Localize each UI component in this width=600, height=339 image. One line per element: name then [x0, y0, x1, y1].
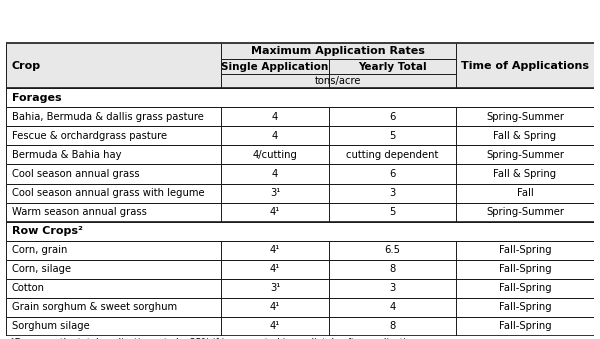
Text: 3¹: 3¹ — [270, 283, 280, 293]
Text: Yearly Total: Yearly Total — [358, 62, 427, 72]
Text: 4¹: 4¹ — [270, 207, 280, 217]
Text: Fall & Spring: Fall & Spring — [493, 131, 556, 141]
Text: Crop: Crop — [12, 61, 41, 71]
Text: Warm season annual grass: Warm season annual grass — [12, 207, 147, 217]
Text: Corn, grain: Corn, grain — [12, 245, 67, 255]
Text: Fescue & orchardgrass pasture: Fescue & orchardgrass pasture — [12, 131, 167, 141]
Text: 6: 6 — [389, 169, 396, 179]
Text: Cotton: Cotton — [12, 283, 45, 293]
Bar — [6, 202, 594, 221]
Bar — [6, 43, 594, 88]
Text: 4: 4 — [389, 302, 396, 312]
Bar — [6, 298, 594, 317]
Text: Bahia, Bermuda & dallis grass pasture: Bahia, Bermuda & dallis grass pasture — [12, 112, 204, 122]
Bar — [6, 279, 594, 298]
Text: Fall & Spring: Fall & Spring — [493, 169, 556, 179]
Text: Bermuda & Bahia hay: Bermuda & Bahia hay — [12, 150, 121, 160]
Text: Fall-Spring: Fall-Spring — [499, 264, 551, 274]
Text: Fall-Spring: Fall-Spring — [499, 245, 551, 255]
Text: Grain sorghum & sweet sorghum: Grain sorghum & sweet sorghum — [12, 302, 177, 312]
Text: 4: 4 — [272, 131, 278, 141]
Text: 4: 4 — [272, 169, 278, 179]
Text: Spring-Summer: Spring-Summer — [486, 207, 564, 217]
Text: Forages: Forages — [12, 93, 62, 103]
Text: 4¹: 4¹ — [270, 302, 280, 312]
Text: Fall-Spring: Fall-Spring — [499, 283, 551, 293]
Text: 4¹: 4¹ — [270, 264, 280, 274]
Text: 5: 5 — [389, 207, 396, 217]
Text: Row Crops²: Row Crops² — [12, 226, 83, 236]
Text: 4: 4 — [272, 112, 278, 122]
Text: 4/cutting: 4/cutting — [253, 150, 298, 160]
Text: 4¹: 4¹ — [270, 321, 280, 331]
Bar — [6, 317, 594, 336]
Bar — [6, 164, 594, 183]
Text: Sorghum silage: Sorghum silage — [12, 321, 89, 331]
Bar — [6, 221, 594, 241]
Text: 3: 3 — [389, 188, 396, 198]
Text: 3: 3 — [389, 283, 396, 293]
Text: Single Application: Single Application — [221, 62, 329, 72]
Text: 8: 8 — [389, 321, 396, 331]
Bar — [6, 183, 594, 202]
Bar — [6, 126, 594, 145]
Text: tons/acre: tons/acre — [315, 76, 361, 86]
Text: ¹Decrease the total application rate by 25% if incorporated immediately after ap: ¹Decrease the total application rate by … — [11, 338, 420, 339]
Bar — [6, 145, 594, 164]
Text: Corn, silage: Corn, silage — [12, 264, 71, 274]
Text: Spring-Summer: Spring-Summer — [486, 150, 564, 160]
Bar — [6, 260, 594, 279]
Bar — [6, 241, 594, 260]
Text: Fall-Spring: Fall-Spring — [499, 302, 551, 312]
Text: Cool season annual grass: Cool season annual grass — [12, 169, 140, 179]
Text: 8: 8 — [389, 264, 396, 274]
Text: 5: 5 — [389, 131, 396, 141]
Text: Fall: Fall — [517, 188, 533, 198]
Text: Maximum Application Rates: Maximum Application Rates — [251, 46, 425, 56]
Text: Time of Applications: Time of Applications — [461, 61, 589, 71]
Text: 6: 6 — [389, 112, 396, 122]
Text: cutting dependent: cutting dependent — [346, 150, 439, 160]
Text: Spring-Summer: Spring-Summer — [486, 112, 564, 122]
Text: 6.5: 6.5 — [385, 245, 401, 255]
Text: 4¹: 4¹ — [270, 245, 280, 255]
Text: Fall-Spring: Fall-Spring — [499, 321, 551, 331]
Bar — [6, 88, 594, 107]
Text: Cool season annual grass with legume: Cool season annual grass with legume — [12, 188, 205, 198]
Text: 3¹: 3¹ — [270, 188, 280, 198]
Bar — [6, 107, 594, 126]
